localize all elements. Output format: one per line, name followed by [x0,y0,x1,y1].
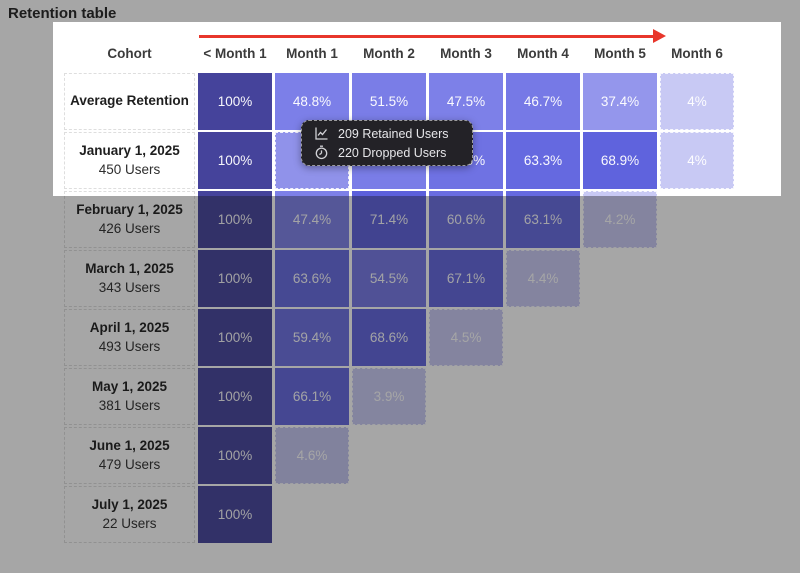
column-header-month-3: Month 3 [440,46,492,61]
table-row: February 1, 2025 426 Users 100% 47.4% 71.4… [64,191,657,248]
cohort-label-july: July 1, 2025 22 Users [64,486,195,543]
column-header-month-6: Month 6 [671,46,723,61]
column-header-lt-month-1: < Month 1 [203,46,267,61]
retention-cell[interactable]: 68.9% [583,132,657,189]
cohort-label-average: Average Retention [64,73,195,130]
clock-icon [314,145,329,160]
retention-cell[interactable]: 100% [198,368,272,425]
retention-cell[interactable]: 4% [660,132,734,189]
cohort-label-february: February 1, 2025 426 Users [64,191,195,248]
column-header-month-5: Month 5 [594,46,646,61]
column-header-month-1: Month 1 [286,46,338,61]
retention-cell[interactable]: 100% [198,486,272,543]
column-header-month-4: Month 4 [517,46,569,61]
cohort-label-january: January 1, 2025 450 Users [64,132,195,189]
retention-cell[interactable]: 4% [660,73,734,130]
column-header-row: Cohort < Month 1 Month 1 Month 2 Month 3… [64,46,734,61]
cohort-name: March 1, 2025 [85,261,174,277]
retention-cell[interactable]: 54.5% [352,250,426,307]
column-header-cohort: Cohort [107,46,152,61]
retention-cell[interactable]: 100% [198,132,272,189]
tooltip-retained-row: 209 Retained Users [314,126,460,141]
retention-cell[interactable]: 63.6% [275,250,349,307]
retention-cell[interactable]: 59.4% [275,309,349,366]
retention-cell[interactable]: 63.3% [506,132,580,189]
cohort-users: 493 Users [98,338,161,354]
retention-cell[interactable]: 100% [198,309,272,366]
cohort-name: February 1, 2025 [76,202,183,218]
cohort-name: May 1, 2025 [91,379,168,395]
cohort-label-april: April 1, 2025 493 Users [64,309,195,366]
retention-cell[interactable]: 67.1% [429,250,503,307]
cohort-users: 450 Users [98,161,161,177]
retention-cell[interactable]: 4.4% [506,250,580,307]
table-row: March 1, 2025 343 Users 100% 63.6% 54.5% 67… [64,250,580,307]
table-row: June 1, 2025 479 Users 100% 4.6% [64,427,349,484]
cohort-users: 22 Users [102,515,157,531]
tooltip-dropped-label: 220 Dropped Users [338,145,447,160]
cohort-name: April 1, 2025 [89,320,170,336]
cohort-label-march: March 1, 2025 343 Users [64,250,195,307]
timeline-arrow-line [199,35,655,38]
table-row: April 1, 2025 493 Users 100% 59.4% 68.6% 4.… [64,309,503,366]
retention-cell[interactable]: 100% [198,73,272,130]
page-title: Retention table [8,5,117,22]
retention-cell[interactable]: 71.4% [352,191,426,248]
retention-cell[interactable]: 4.6% [275,427,349,484]
retention-cell[interactable]: 100% [198,191,272,248]
retention-cell[interactable]: 68.6% [352,309,426,366]
cohort-name: Average Retention [70,93,189,109]
retention-cell[interactable]: 37.4% [583,73,657,130]
cohort-name: January 1, 2025 [79,143,180,159]
cohort-label-may: May 1, 2025 381 Users [64,368,195,425]
retention-cell[interactable]: 47.4% [275,191,349,248]
cohort-users: 426 Users [98,220,161,236]
cohort-users: 343 Users [98,279,161,295]
line-chart-icon [314,126,329,141]
retention-cell[interactable]: 46.7% [506,73,580,130]
column-header-month-2: Month 2 [363,46,415,61]
retention-cell[interactable]: 100% [198,427,272,484]
table-row: July 1, 2025 22 Users 100% [64,486,272,543]
timeline-arrow-head-icon [653,29,666,43]
retention-cell[interactable]: 60.6% [429,191,503,248]
cohort-name: June 1, 2025 [89,438,170,454]
tooltip-dropped-row: 220 Dropped Users [314,145,460,160]
tooltip-retained-label: 209 Retained Users [338,126,449,141]
retention-cell[interactable]: 3.9% [352,368,426,425]
retention-cell[interactable]: 66.1% [275,368,349,425]
table-row: May 1, 2025 381 Users 100% 66.1% 3.9% [64,368,426,425]
cohort-label-june: June 1, 2025 479 Users [64,427,195,484]
retention-cell[interactable]: 4.5% [429,309,503,366]
retention-cell[interactable]: 63.1% [506,191,580,248]
cell-tooltip: 209 Retained Users 220 Dropped Users [301,120,473,166]
cohort-users: 381 Users [98,397,161,413]
retention-cell[interactable]: 4.2% [583,191,657,248]
cohort-users: 479 Users [98,456,161,472]
retention-cell[interactable]: 100% [198,250,272,307]
cohort-name: July 1, 2025 [91,497,168,513]
